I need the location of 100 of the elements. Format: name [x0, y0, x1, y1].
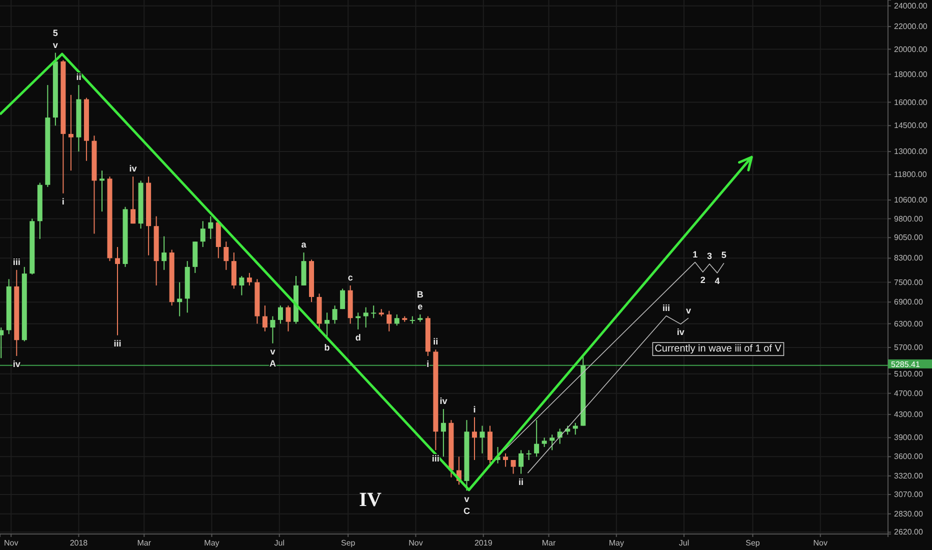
candlestick [440, 408, 446, 458]
x-tick-label: May [608, 538, 624, 548]
y-tick-label: 20000.00 [894, 44, 928, 54]
annotation: iii [114, 338, 122, 348]
annotation: iv [676, 327, 684, 338]
candlestick [340, 288, 346, 310]
y-tick-label: 5100.00 [894, 369, 924, 378]
candlestick [224, 241, 229, 270]
y-tick-label: 6300.00 [894, 319, 924, 328]
y-tick-label: 2830.00 [894, 509, 924, 518]
annotation: i [473, 404, 476, 414]
y-tick-label: 8300.00 [894, 254, 924, 263]
candlestick [130, 176, 136, 224]
candlestick [278, 305, 283, 324]
y-tick-label: 3600.00 [894, 452, 924, 462]
annotation: ii [76, 72, 82, 82]
candlestick [480, 425, 485, 454]
y-tick-label: 14500.00 [894, 121, 928, 130]
y-tick-label: 13000.00 [894, 147, 928, 156]
annotation: 5 [52, 28, 58, 38]
y-tick-label: 9800.00 [894, 214, 924, 224]
candlestick [239, 276, 244, 296]
annotation: iii [12, 257, 20, 268]
annotation: b [324, 342, 330, 352]
y-tick-label: 7500.00 [894, 278, 924, 287]
candlestick [177, 282, 182, 317]
annotation: 2 [700, 275, 706, 286]
y-tick-label: 3070.00 [894, 490, 924, 500]
annotation: iii [432, 453, 440, 464]
annotation: d [355, 332, 361, 343]
candlestick [510, 459, 516, 474]
candlestick [550, 434, 555, 451]
candlestick [526, 450, 532, 460]
candlestick [68, 94, 74, 172]
y-tick-label: 11800.00 [894, 170, 928, 180]
candlestick [270, 316, 276, 344]
y-tick-label: 22000.00 [894, 22, 928, 32]
candlestick [534, 420, 540, 458]
annotation: iii [662, 303, 670, 314]
candlestick [200, 220, 206, 248]
annotation: Currently in wave iii of 1 of V [654, 344, 782, 355]
candlestick [518, 450, 524, 474]
annotation: iv [440, 396, 448, 406]
x-tick-label: Sep [340, 538, 356, 548]
y-tick-label: 2620.00 [894, 528, 924, 537]
x-tick-label: Mar [542, 538, 556, 548]
y-tick-label: 16000.00 [894, 98, 928, 107]
annotation: C [463, 506, 470, 516]
annotation: i [426, 359, 430, 370]
candlestick [99, 170, 104, 212]
annotation: v [270, 346, 276, 356]
candlestick [286, 305, 291, 332]
annotation: c [348, 272, 353, 283]
annotation: v [464, 494, 470, 504]
annotation: iv [129, 164, 137, 174]
annotation: 3 [707, 251, 712, 262]
annotation: i [62, 196, 64, 207]
x-tick-label: 2019 [474, 538, 493, 548]
y-tick-label: 6900.00 [894, 298, 924, 307]
x-tick-label: May [204, 538, 220, 548]
annotation: B [416, 290, 424, 300]
candlestick [262, 305, 268, 332]
annotation: ii [433, 336, 438, 347]
candlestick [542, 437, 547, 448]
x-tick-label: 2018 [70, 538, 88, 548]
candlestick [115, 246, 120, 336]
x-tick-label: Jul [274, 538, 285, 548]
annotation: 1 [692, 249, 698, 260]
annotation: v [52, 40, 58, 50]
x-tick-label: Nov [408, 538, 423, 548]
y-tick-label: 24000.00 [894, 1, 928, 10]
y-tick-label: 3320.00 [894, 471, 924, 480]
y-tick-label: 4300.00 [894, 410, 924, 420]
x-tick-label: Jul [678, 538, 690, 548]
ref-line-label: 5285.41 [891, 360, 920, 369]
annotation: 5 [721, 250, 726, 260]
annotation: IV [359, 489, 382, 511]
candlestick [246, 272, 252, 286]
y-tick-label: 9050.00 [894, 233, 924, 242]
y-tick-label: 18000.00 [894, 70, 928, 79]
y-tick-label: 4700.00 [894, 388, 924, 398]
y-tick-label: 3900.00 [894, 433, 924, 442]
x-tick-label: Nov [813, 538, 828, 548]
candlestick [371, 305, 376, 319]
candlestick [386, 310, 392, 332]
annotation: ii [518, 476, 524, 487]
annotation: v [686, 305, 691, 316]
annotation: a [301, 240, 308, 250]
x-tick-label: Mar [137, 538, 152, 548]
candlestick [208, 216, 214, 240]
candlestick [503, 452, 508, 468]
candlestick [332, 305, 338, 324]
candlestick [394, 314, 400, 326]
annotation: e [418, 302, 423, 312]
y-tick-label: 5700.00 [894, 343, 924, 352]
candlestick [363, 306, 368, 328]
candlestick [472, 416, 477, 460]
annotation: 4 [714, 276, 720, 286]
x-tick-label: Sep [746, 538, 760, 548]
candlestick [162, 236, 167, 270]
